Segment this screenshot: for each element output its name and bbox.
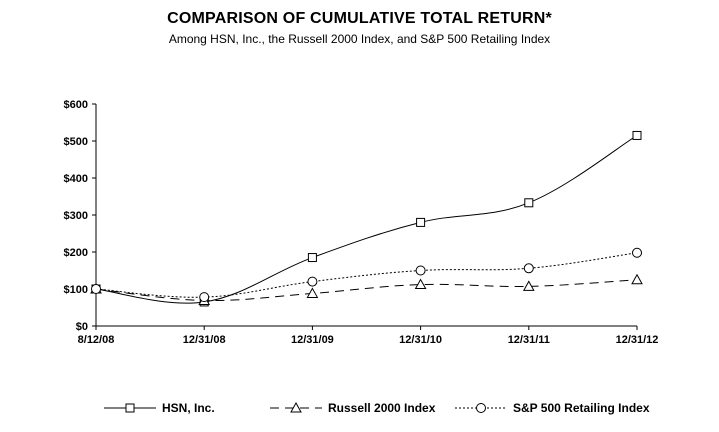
y-tick-label: $500 (64, 136, 88, 148)
data-point (631, 273, 643, 285)
series-line (95, 279, 638, 302)
x-tick-label: 12/31/09 (291, 334, 334, 346)
legend-marker (290, 401, 302, 413)
data-point (632, 247, 642, 258)
data-point (523, 263, 534, 274)
data-point (307, 253, 317, 263)
legend: HSN, Inc. Russell 2000 Index S&P 500 Retai… (104, 401, 650, 415)
data-point (199, 292, 210, 303)
x-tick-label: 12/31/12 (616, 334, 659, 346)
y-tick-label: $600 (64, 99, 88, 111)
legend-label: HSN, Inc. (162, 401, 215, 415)
x-tick-label: 8/12/08 (78, 334, 115, 346)
series-line (95, 252, 638, 298)
data-point (91, 284, 101, 294)
data-point (522, 280, 535, 291)
legend-label: Russell 2000 Index (328, 401, 436, 415)
legend-label: S&P 500 Retailing Index (513, 401, 650, 415)
series-markers (90, 130, 643, 307)
data-point (306, 287, 319, 298)
x-tick-label: 12/31/11 (508, 334, 550, 346)
x-tick-label: 12/31/08 (183, 334, 226, 346)
y-tick-label: $400 (64, 173, 88, 185)
y-tick-label: $300 (64, 210, 88, 222)
chart-title: COMPARISON OF CUMULATIVE TOTAL RETURN* (167, 10, 552, 27)
series-line (95, 135, 638, 304)
y-tick-label: $0 (76, 321, 88, 333)
data-point (416, 217, 426, 227)
axes: $0 $100 $200 $300 $400 $500 $600 8/12/08 12/31/0… (64, 99, 659, 346)
data-point (524, 198, 534, 208)
y-tick-label: $200 (64, 247, 88, 259)
data-point (307, 276, 318, 287)
legend-marker (476, 403, 486, 413)
data-point (414, 278, 427, 290)
x-tick-label: 12/31/10 (399, 334, 442, 346)
chart-subtitle: Among HSN, Inc., the Russell 2000 Index,… (168, 32, 551, 46)
legend-marker (125, 403, 135, 413)
series-lines (95, 135, 638, 304)
data-point (632, 130, 642, 140)
y-tick-label: $100 (64, 284, 88, 296)
data-point (415, 265, 426, 276)
